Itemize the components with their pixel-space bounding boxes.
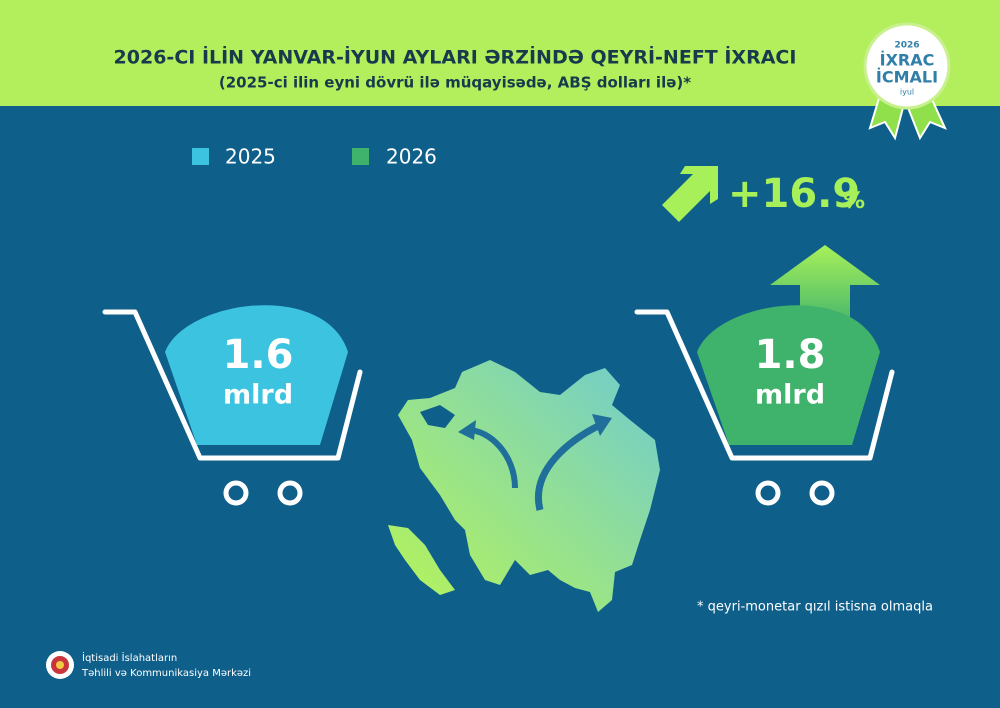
legend-swatch bbox=[352, 148, 369, 165]
legend-label: 2025 bbox=[225, 145, 276, 169]
map bbox=[388, 360, 660, 612]
logo bbox=[46, 651, 74, 679]
cart-value: 1.8 bbox=[755, 332, 826, 378]
cart-value: 1.6 bbox=[223, 332, 294, 378]
legend-swatch bbox=[192, 148, 209, 165]
basket-fill bbox=[697, 305, 880, 445]
map-arrow-head bbox=[592, 414, 612, 436]
wheel bbox=[755, 480, 781, 506]
legend-label: 2026 bbox=[386, 145, 437, 169]
badge: 2026 İXRAC İCMALI iyul bbox=[863, 22, 951, 141]
growth-arrow bbox=[770, 245, 880, 330]
map-arrow bbox=[535, 421, 602, 511]
badge-month: iyul bbox=[900, 88, 914, 97]
wheel bbox=[277, 480, 303, 506]
organization-line: İqtisadi İslahatların bbox=[82, 651, 177, 664]
basket-outline bbox=[102, 309, 363, 461]
badge-line: İXRAC bbox=[880, 51, 935, 70]
change-value: +16.9 bbox=[728, 171, 860, 217]
header-band bbox=[0, 0, 1000, 106]
basket-outline bbox=[634, 309, 895, 461]
wheel bbox=[809, 480, 835, 506]
growth-arrow-icon bbox=[662, 166, 718, 222]
footnote: * qeyri-monetar qızıl istisna olmaqla bbox=[697, 600, 933, 615]
badge-year: 2026 bbox=[894, 41, 919, 51]
title: 2026-CI İLİN YANVAR-İYUN AYLARI ƏRZİNDƏ … bbox=[114, 45, 797, 69]
subtitle: (2025-ci ilin eyni dövrü ilə müqayisədə,… bbox=[219, 74, 691, 92]
basket-fill bbox=[165, 305, 348, 445]
cart-unit: mlrd bbox=[223, 380, 293, 411]
badge-line: İCMALI bbox=[876, 68, 938, 87]
map-arrow-head bbox=[458, 420, 476, 440]
change-unit: % bbox=[843, 189, 865, 214]
cart-unit: mlrd bbox=[755, 380, 825, 411]
organization-line: Təhlili və Kommunikasiya Mərkəzi bbox=[81, 668, 251, 679]
map-hole bbox=[420, 405, 455, 428]
wheel bbox=[223, 480, 249, 506]
